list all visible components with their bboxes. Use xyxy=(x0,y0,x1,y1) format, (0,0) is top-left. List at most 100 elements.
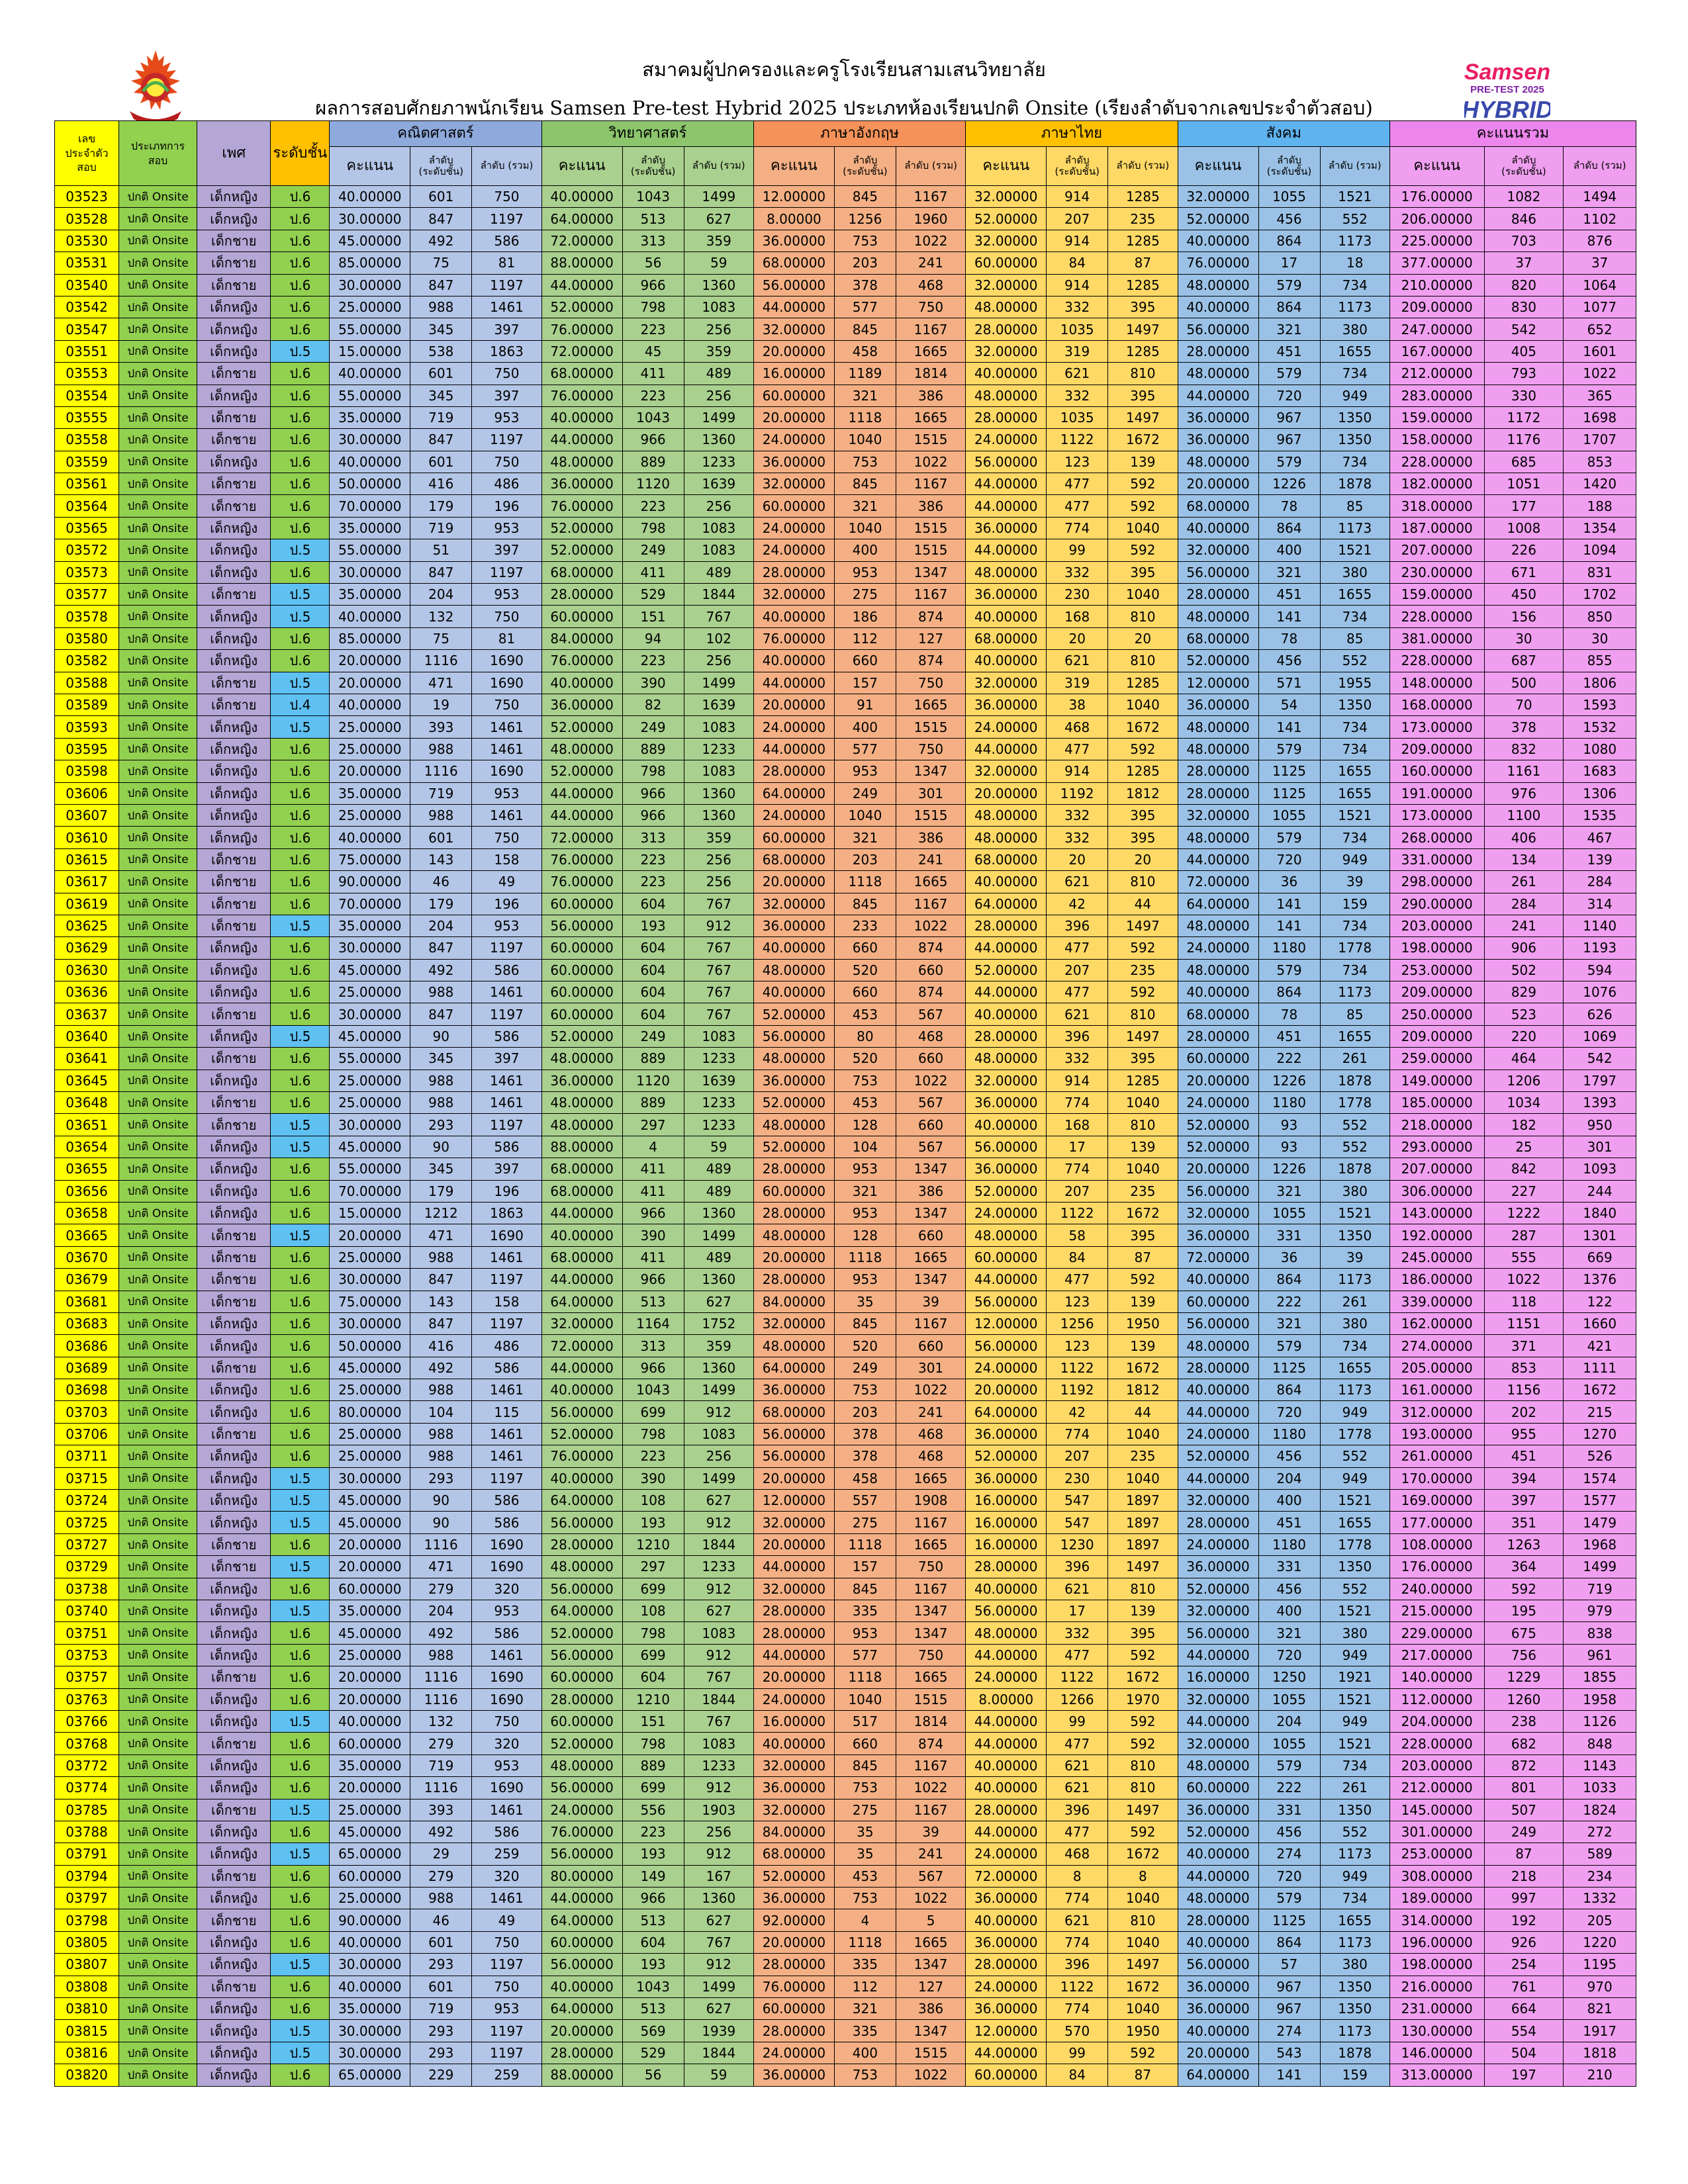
cell-science-rank-all: 1360 xyxy=(683,1201,754,1225)
cell-thai-rank-level: 84 xyxy=(1046,251,1109,275)
cell-sex: เด็กหญิง xyxy=(196,1843,271,1866)
cell-total-rank-level: 226 xyxy=(1483,539,1564,562)
cell-english-rank-level: 953 xyxy=(833,1158,896,1181)
cell-math-score: 35.00000 xyxy=(329,914,411,938)
cell-total-score: 192.00000 xyxy=(1389,1224,1485,1247)
cell-exam-id: 03807 xyxy=(54,1953,120,1976)
cell-social-rank-all: 1350 xyxy=(1319,693,1390,717)
cell-total-rank-level: 554 xyxy=(1483,2019,1564,2042)
cell-social-rank-all: 85 xyxy=(1319,1003,1390,1026)
cell-english-rank-level: 80 xyxy=(833,1024,896,1048)
table-row: 03607 ปกติ Onsite เด็กหญิง ป.6 25.00000 988 14… xyxy=(54,803,1636,827)
cell-total-rank-level: 1222 xyxy=(1483,1201,1564,1225)
cell-thai-rank-all: 44 xyxy=(1107,892,1178,915)
cell-thai-rank-level: 914 xyxy=(1046,1069,1109,1093)
cell-social-score: 52.00000 xyxy=(1177,1113,1259,1136)
cell-social-rank-level: 1250 xyxy=(1258,1666,1321,1689)
cell-exam-type: ปกติ Onsite xyxy=(118,1688,197,1711)
cell-english-score: 44.00000 xyxy=(753,1555,835,1578)
cell-total-score: 293.00000 xyxy=(1389,1135,1485,1159)
table-row: 03551 ปกติ Onsite เด็กหญิง ป.5 15.00000 538 18… xyxy=(54,340,1636,363)
cell-science-score: 36.00000 xyxy=(541,1069,623,1093)
cell-thai-score: 40.00000 xyxy=(965,649,1047,672)
cell-english-rank-all: 1665 xyxy=(895,340,966,363)
cell-total-score: 210.00000 xyxy=(1389,273,1485,296)
cell-science-rank-level: 108 xyxy=(622,1599,684,1623)
cell-thai-score: 40.00000 xyxy=(965,870,1047,893)
cell-english-score: 12.00000 xyxy=(753,185,835,208)
cell-level: ป.6 xyxy=(270,473,330,496)
cell-english-rank-level: 845 xyxy=(833,1577,896,1601)
cell-thai-score: 16.00000 xyxy=(965,1489,1047,1512)
cell-total-score: 318.00000 xyxy=(1389,494,1485,518)
cell-thai-rank-all: 810 xyxy=(1107,1577,1178,1601)
cell-total-rank-all: 1601 xyxy=(1563,340,1636,363)
cell-math-rank-all: 397 xyxy=(471,1158,542,1181)
table-row: 03636 ปกติ Onsite เด็กหญิง ป.6 25.00000 988 14… xyxy=(54,981,1636,1004)
cell-thai-score: 44.00000 xyxy=(965,1268,1047,1291)
cell-math-rank-all: 750 xyxy=(471,362,542,385)
cell-total-rank-all: 1818 xyxy=(1563,2041,1636,2065)
cell-thai-rank-level: 547 xyxy=(1046,1511,1109,1534)
cell-math-rank-level: 988 xyxy=(410,1445,473,1468)
cell-exam-type: ปกติ Onsite xyxy=(118,1024,197,1048)
cell-social-rank-level: 400 xyxy=(1258,1599,1321,1623)
cell-english-rank-level: 275 xyxy=(833,1511,896,1534)
cell-english-score: 36.00000 xyxy=(753,1776,835,1799)
table-row: 03542 ปกติ Onsite เด็กหญิง ป.6 25.00000 988 14… xyxy=(54,295,1636,319)
cell-sex: เด็กหญิง xyxy=(196,1577,271,1601)
cell-english-rank-level: 321 xyxy=(833,494,896,518)
cell-total-rank-level: 976 xyxy=(1483,782,1564,805)
cell-science-rank-all: 359 xyxy=(683,340,754,363)
cell-level: ป.6 xyxy=(270,760,330,783)
cell-math-score: 55.00000 xyxy=(329,318,411,341)
cell-total-rank-all: 821 xyxy=(1563,1997,1636,2021)
cell-thai-rank-all: 1672 xyxy=(1107,715,1178,739)
cell-total-rank-level: 1008 xyxy=(1483,516,1564,540)
cell-science-score: 64.00000 xyxy=(541,1599,623,1623)
cell-total-score: 196.00000 xyxy=(1389,1931,1485,1954)
table-row: 03629 ปกติ Onsite เด็กหญิง ป.6 30.00000 847 11… xyxy=(54,936,1636,960)
cell-english-score: 64.00000 xyxy=(753,1356,835,1380)
cell-thai-rank-all: 20 xyxy=(1107,848,1178,872)
cell-thai-rank-all: 810 xyxy=(1107,1909,1178,1932)
cell-social-rank-all: 85 xyxy=(1319,494,1390,518)
cell-math-score: 30.00000 xyxy=(329,1312,411,1336)
cell-total-score: 274.00000 xyxy=(1389,1334,1485,1357)
cell-sex: เด็กหญิง xyxy=(196,605,271,628)
cell-thai-rank-level: 207 xyxy=(1046,1179,1109,1203)
cell-science-score: 44.00000 xyxy=(541,273,623,296)
cell-english-rank-level: 400 xyxy=(833,2041,896,2065)
cell-science-rank-all: 1499 xyxy=(683,1467,754,1490)
cell-math-rank-level: 293 xyxy=(410,1953,473,1976)
cell-english-rank-all: 1022 xyxy=(895,1887,966,1910)
cell-english-rank-level: 335 xyxy=(833,1599,896,1623)
cell-english-rank-level: 458 xyxy=(833,1467,896,1490)
cell-exam-id: 03798 xyxy=(54,1909,120,1932)
cell-english-rank-all: 1022 xyxy=(895,1379,966,1402)
cell-exam-type: ปกติ Onsite xyxy=(118,473,197,496)
cell-sex: เด็กหญิง xyxy=(196,561,271,584)
cell-thai-rank-level: 84 xyxy=(1046,2064,1109,2087)
cell-thai-rank-level: 332 xyxy=(1046,1047,1109,1070)
cell-total-rank-level: 451 xyxy=(1483,1445,1564,1468)
cell-english-rank-all: 1167 xyxy=(895,185,966,208)
cell-english-score: 32.00000 xyxy=(753,892,835,915)
cell-english-rank-level: 557 xyxy=(833,1489,896,1512)
cell-total-rank-level: 906 xyxy=(1483,936,1564,960)
table-row: 03686 ปกติ Onsite เด็กหญิง ป.6 50.00000 416 48… xyxy=(54,1334,1636,1357)
cell-exam-type: ปกติ Onsite xyxy=(118,1709,197,1733)
cell-english-rank-all: 1665 xyxy=(895,870,966,893)
cell-social-score: 20.00000 xyxy=(1177,1069,1259,1093)
cell-science-rank-all: 1499 xyxy=(683,1224,754,1247)
cell-science-rank-level: 313 xyxy=(622,229,684,253)
cell-science-rank-all: 1233 xyxy=(683,450,754,474)
cell-science-rank-level: 556 xyxy=(622,1798,684,1821)
cell-english-rank-level: 577 xyxy=(833,295,896,319)
cell-total-rank-all: 669 xyxy=(1563,1246,1636,1269)
cell-exam-id: 03654 xyxy=(54,1135,120,1159)
cell-exam-type: ปกติ Onsite xyxy=(118,892,197,915)
table-row: 03753 ปกติ Onsite เด็กหญิง ป.6 25.00000 988 14… xyxy=(54,1643,1636,1667)
table-row: 03641 ปกติ Onsite เด็กชาย ป.6 55.00000 345 397… xyxy=(54,1047,1636,1070)
cell-english-rank-level: 1118 xyxy=(833,1246,896,1269)
